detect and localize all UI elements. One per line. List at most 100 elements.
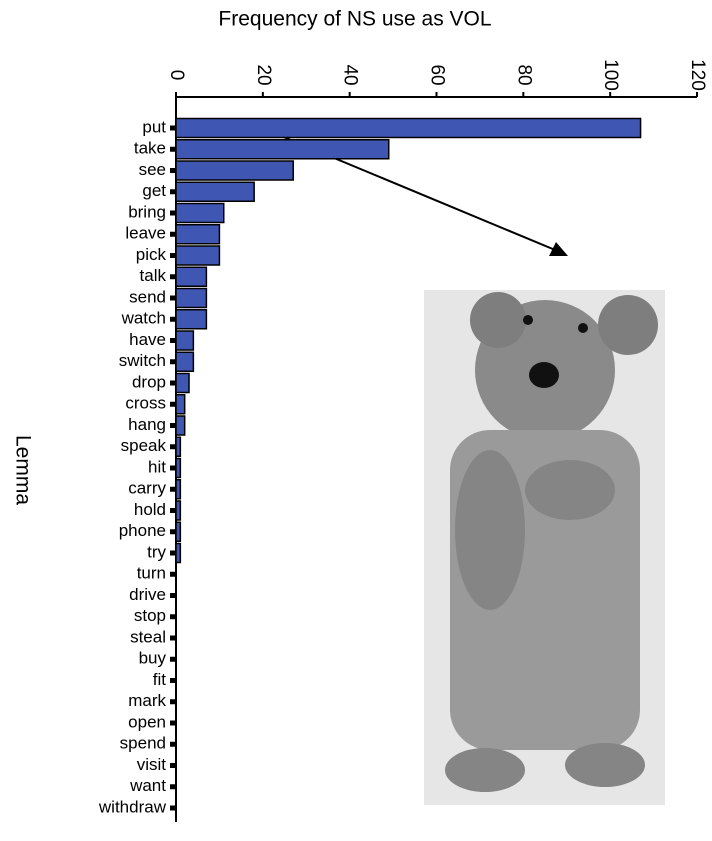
x-tick-label: 0 <box>166 70 187 81</box>
bar <box>176 480 180 499</box>
y-tick-label: hit <box>148 457 166 476</box>
y-tick <box>170 444 176 449</box>
y-tick-label: turn <box>137 564 166 583</box>
y-tick-label: get <box>142 181 166 200</box>
y-tick-label: watch <box>121 309 166 328</box>
x-tick-label: 60 <box>426 64 447 85</box>
x-axis-label: Frequency of NS use as VOL <box>218 8 491 31</box>
y-tick-label: try <box>147 542 166 561</box>
chart: Frequency of NS use as VOL Lemma 0 20 40 60… <box>0 0 712 841</box>
y-axis-label: Lemma <box>11 435 34 505</box>
y-tick <box>170 784 176 789</box>
y-tick-label: mark <box>128 691 166 710</box>
x-tick-label: 40 <box>340 64 361 85</box>
y-tick <box>170 402 176 407</box>
y-tick-label: want <box>129 776 166 795</box>
y-tick <box>170 636 176 641</box>
bar <box>176 225 219 244</box>
y-tick <box>170 189 176 194</box>
y-tick-label: have <box>129 330 166 349</box>
bar <box>176 331 193 350</box>
bar <box>176 501 180 520</box>
bar <box>176 204 224 223</box>
y-tick-label: bring <box>128 202 166 221</box>
bar <box>176 161 293 180</box>
bar <box>176 374 189 393</box>
page: Frequency of NS use as VOL Lemma 0 20 40 60… <box>0 0 712 841</box>
y-tick <box>170 211 176 216</box>
y-tick <box>170 742 176 747</box>
y-tick-label: phone <box>119 521 166 540</box>
bar <box>176 289 206 308</box>
y-tick <box>170 147 176 152</box>
y-tick <box>170 551 176 556</box>
y-tick <box>170 657 176 662</box>
y-tick-label: hold <box>134 500 166 519</box>
y-tick-label: take <box>134 139 166 158</box>
y-tick <box>170 678 176 683</box>
bear-eye <box>523 315 533 325</box>
y-tick-label: drop <box>132 372 166 391</box>
y-tick-label: cross <box>125 394 166 413</box>
x-tick-label: 20 <box>253 64 274 85</box>
y-tick-label: stop <box>134 606 166 625</box>
y-tick <box>170 763 176 768</box>
bear-eye <box>578 323 588 333</box>
x-tick-label: 120 <box>687 59 708 91</box>
bear-arm <box>525 460 615 520</box>
y-tick <box>170 487 176 492</box>
y-tick <box>170 359 176 364</box>
bear-arm <box>455 450 525 610</box>
y-tick-label: put <box>142 117 166 136</box>
y-tick-label: steal <box>130 627 166 646</box>
y-tick-label: buy <box>139 649 167 668</box>
bar <box>176 182 254 201</box>
x-tick-label: 100 <box>600 59 621 91</box>
y-tick-label: visit <box>137 755 167 774</box>
y-tick-label: switch <box>119 351 166 370</box>
y-tick-label: hang <box>128 415 166 434</box>
y-tick <box>170 317 176 322</box>
y-tick-label: fit <box>153 670 167 689</box>
y-tick <box>170 593 176 598</box>
bar <box>176 352 193 371</box>
y-tick <box>170 699 176 704</box>
y-tick-label: drive <box>129 585 166 604</box>
y-tick <box>170 126 176 131</box>
y-tick <box>170 721 176 726</box>
bear-ear <box>470 292 526 348</box>
y-tick <box>170 168 176 173</box>
bar <box>176 437 180 456</box>
y-tick <box>170 572 176 577</box>
y-tick-label: spend <box>120 734 166 753</box>
y-tick <box>170 466 176 471</box>
y-tick <box>170 232 176 237</box>
y-tick-label: open <box>128 712 166 731</box>
bar <box>176 267 206 286</box>
y-tick-label: talk <box>140 266 167 285</box>
bar <box>176 544 180 563</box>
y-tick-label: send <box>129 287 166 306</box>
bear-ear <box>598 295 658 355</box>
photo <box>424 290 665 805</box>
y-tick <box>170 529 176 534</box>
y-tick <box>170 508 176 513</box>
y-tick <box>170 296 176 301</box>
y-tick <box>170 338 176 343</box>
bar <box>176 416 185 435</box>
x-tick-label: 80 <box>513 64 534 85</box>
bar <box>176 119 641 138</box>
bear-nose <box>529 362 559 388</box>
y-tick <box>170 253 176 258</box>
y-tick <box>170 614 176 619</box>
y-tick <box>170 274 176 279</box>
y-tick-label: carry <box>128 479 166 498</box>
y-tick-label: leave <box>125 224 166 243</box>
bar <box>176 246 219 265</box>
y-tick-label: withdraw <box>98 797 167 816</box>
bar <box>176 522 180 541</box>
bar <box>176 459 180 478</box>
y-tick <box>170 806 176 811</box>
bar <box>176 140 389 159</box>
y-tick-label: pick <box>136 245 167 264</box>
